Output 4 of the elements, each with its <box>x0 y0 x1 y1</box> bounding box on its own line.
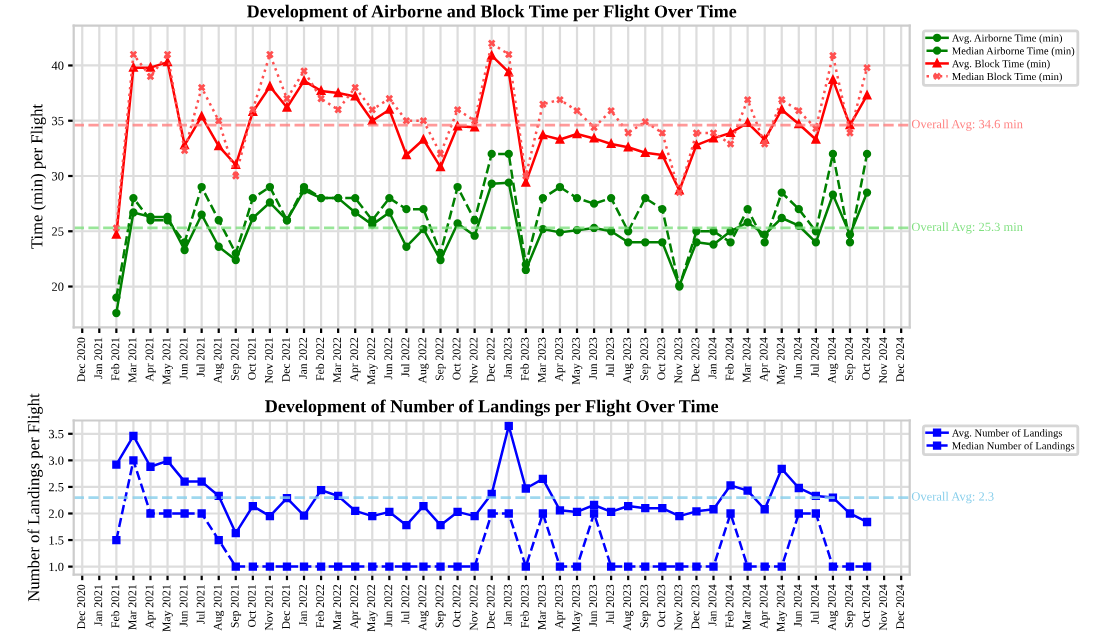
chart-title: Development of Number of Landings per Flight Over Time <box>265 399 719 417</box>
y-axis-title: Number of Landings per Flight <box>27 393 43 602</box>
chart-title: Development of Airborne and Block Time per Flight Over Time <box>246 4 737 22</box>
y-axis-title: Time (min) per Flight <box>30 104 46 249</box>
